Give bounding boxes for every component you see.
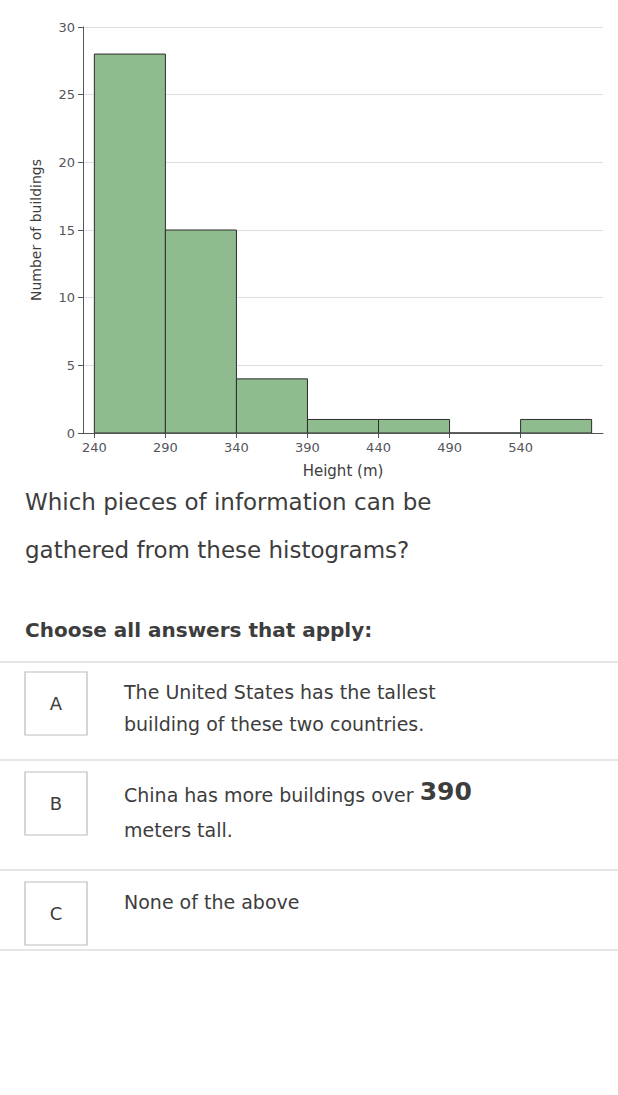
svg-text:15: 15 bbox=[58, 223, 75, 238]
svg-text:20: 20 bbox=[58, 155, 75, 170]
svg-text:B: B bbox=[50, 793, 62, 814]
svg-text:30: 30 bbox=[58, 20, 75, 35]
svg-text:None of the above: None of the above bbox=[124, 891, 299, 913]
svg-text:Choose all answers that apply:: Choose all answers that apply: bbox=[25, 618, 372, 642]
svg-text:Height (m): Height (m) bbox=[303, 462, 384, 480]
svg-text:meters tall.: meters tall. bbox=[124, 819, 233, 841]
svg-text:340: 340 bbox=[224, 440, 249, 455]
svg-text:540: 540 bbox=[508, 440, 533, 455]
svg-text:5: 5 bbox=[67, 358, 75, 373]
svg-text:25: 25 bbox=[58, 87, 75, 102]
svg-text:0: 0 bbox=[67, 426, 75, 441]
svg-text:490: 490 bbox=[437, 440, 462, 455]
svg-text:390: 390 bbox=[295, 440, 320, 455]
svg-text:China has more buildings over: China has more buildings over bbox=[124, 784, 420, 806]
svg-text:10: 10 bbox=[58, 290, 75, 305]
svg-text:290: 290 bbox=[153, 440, 178, 455]
svg-text:Number of buildings: Number of buildings bbox=[28, 159, 44, 301]
svg-text:C: C bbox=[50, 903, 63, 924]
svg-text:building of these two countrie: building of these two countries. bbox=[124, 713, 424, 735]
svg-text:Which pieces of information ca: Which pieces of information can be bbox=[25, 489, 431, 515]
svg-text:The United States has the tall: The United States has the tallest bbox=[123, 681, 436, 703]
svg-text:A: A bbox=[50, 693, 63, 714]
svg-text:240: 240 bbox=[82, 440, 107, 455]
svg-text:gathered from these histograms: gathered from these histograms? bbox=[25, 537, 409, 563]
svg-text:390: 390 bbox=[420, 777, 472, 806]
svg-text:440: 440 bbox=[366, 440, 391, 455]
